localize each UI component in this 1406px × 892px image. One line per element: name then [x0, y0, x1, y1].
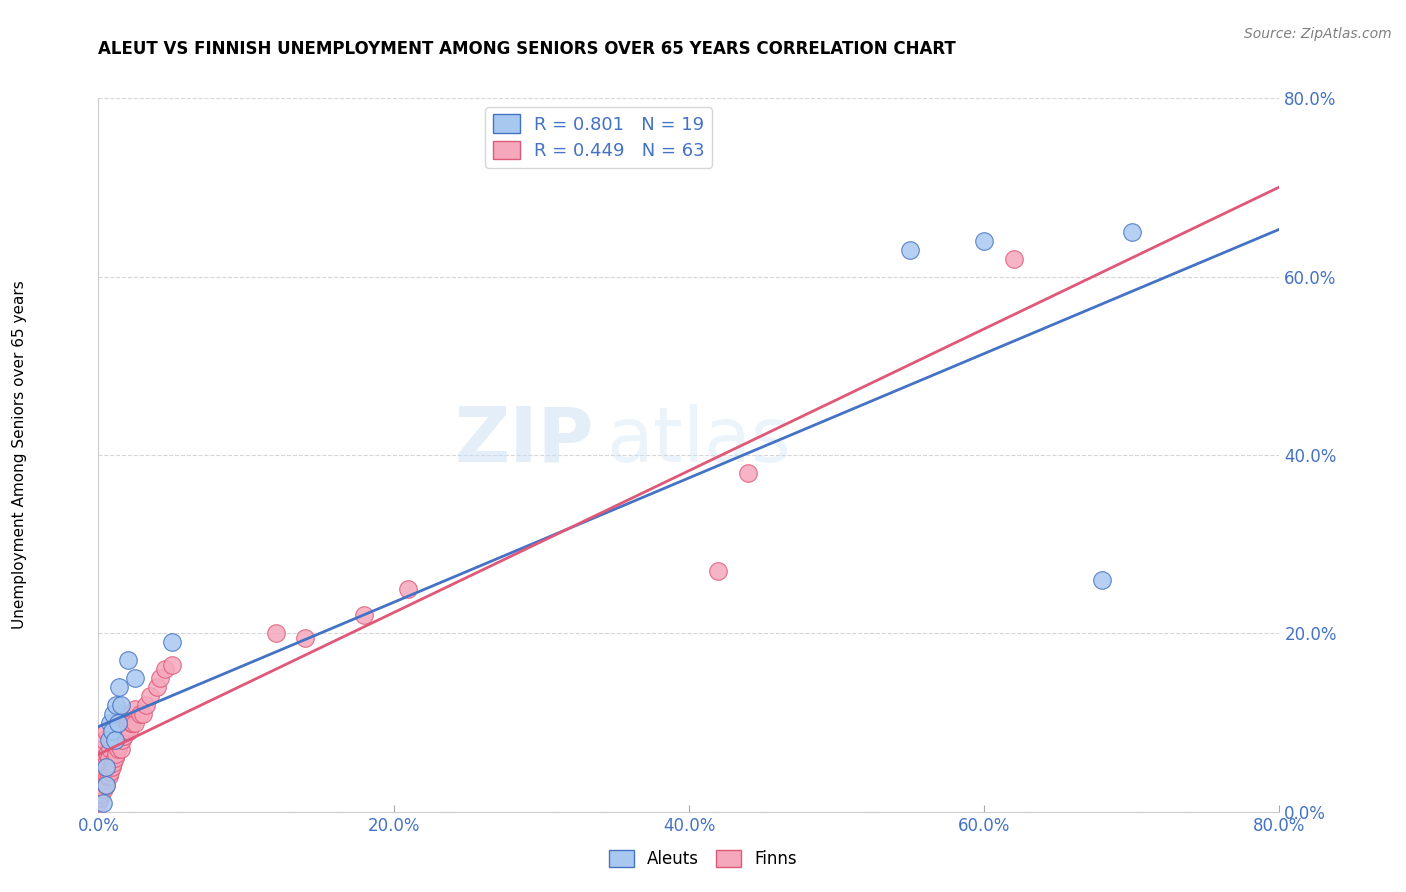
- Point: [104, 733, 127, 747]
- Point: [353, 608, 375, 623]
- Point: [124, 702, 146, 716]
- Point: [90, 760, 112, 774]
- Point: [96, 769, 118, 783]
- Point: [94, 724, 117, 739]
- Point: [87, 796, 110, 810]
- Point: [91, 742, 114, 756]
- Point: [90, 778, 112, 792]
- Point: [97, 733, 120, 747]
- Point: [111, 706, 134, 721]
- Point: [117, 653, 139, 667]
- Point: [128, 706, 150, 721]
- Point: [97, 769, 120, 783]
- Point: [103, 756, 125, 770]
- Point: [153, 662, 176, 676]
- Point: [121, 715, 143, 730]
- Point: [107, 715, 129, 730]
- Point: [135, 698, 157, 712]
- Text: ZIP: ZIP: [456, 404, 595, 477]
- Point: [139, 689, 162, 703]
- Point: [110, 698, 132, 712]
- Point: [94, 760, 117, 774]
- Point: [104, 751, 127, 765]
- Legend: Aleuts, Finns: Aleuts, Finns: [602, 843, 804, 875]
- Point: [110, 715, 132, 730]
- Legend: R = 0.801   N = 19, R = 0.449   N = 63: R = 0.801 N = 19, R = 0.449 N = 63: [485, 107, 711, 168]
- Point: [1121, 225, 1143, 239]
- Point: [93, 733, 115, 747]
- Point: [1091, 573, 1114, 587]
- Point: [107, 715, 129, 730]
- Point: [98, 742, 121, 756]
- Point: [103, 706, 125, 721]
- Point: [100, 724, 122, 739]
- Point: [111, 733, 134, 747]
- Point: [96, 747, 118, 761]
- Point: [107, 742, 129, 756]
- Point: [98, 764, 121, 779]
- Point: [124, 671, 146, 685]
- Point: [94, 778, 117, 792]
- Point: [89, 782, 111, 797]
- Point: [105, 747, 128, 761]
- Point: [100, 733, 122, 747]
- Point: [94, 756, 117, 770]
- Point: [93, 751, 115, 765]
- Text: ALEUT VS FINNISH UNEMPLOYMENT AMONG SENIORS OVER 65 YEARS CORRELATION CHART: ALEUT VS FINNISH UNEMPLOYMENT AMONG SENI…: [98, 40, 956, 58]
- Point: [105, 715, 128, 730]
- Point: [89, 791, 111, 805]
- Point: [93, 764, 115, 779]
- Point: [91, 778, 114, 792]
- Point: [396, 582, 419, 596]
- Point: [89, 773, 111, 788]
- Point: [103, 724, 125, 739]
- Point: [90, 787, 112, 801]
- Point: [118, 724, 141, 739]
- Point: [117, 720, 139, 734]
- Point: [1002, 252, 1025, 266]
- Point: [105, 698, 128, 712]
- Text: Source: ZipAtlas.com: Source: ZipAtlas.com: [1244, 27, 1392, 41]
- Point: [93, 782, 115, 797]
- Point: [87, 787, 110, 801]
- Point: [124, 715, 146, 730]
- Point: [91, 796, 114, 810]
- Point: [110, 742, 132, 756]
- Point: [132, 706, 155, 721]
- Point: [108, 680, 131, 694]
- Y-axis label: Unemployment Among Seniors over 65 years: Unemployment Among Seniors over 65 years: [13, 281, 27, 629]
- Point: [707, 564, 730, 578]
- Point: [112, 729, 135, 743]
- Point: [973, 234, 995, 248]
- Point: [115, 724, 138, 739]
- Point: [146, 680, 169, 694]
- Point: [98, 715, 121, 730]
- Point: [149, 671, 172, 685]
- Point: [120, 715, 142, 730]
- Point: [91, 756, 114, 770]
- Point: [104, 720, 127, 734]
- Point: [900, 243, 922, 257]
- Point: [737, 466, 759, 480]
- Point: [108, 738, 131, 752]
- Point: [162, 635, 183, 649]
- Text: atlas: atlas: [606, 404, 792, 477]
- Point: [97, 751, 120, 765]
- Point: [294, 631, 316, 645]
- Point: [100, 760, 122, 774]
- Point: [162, 657, 183, 672]
- Point: [264, 626, 287, 640]
- Point: [94, 778, 117, 792]
- Point: [114, 724, 136, 739]
